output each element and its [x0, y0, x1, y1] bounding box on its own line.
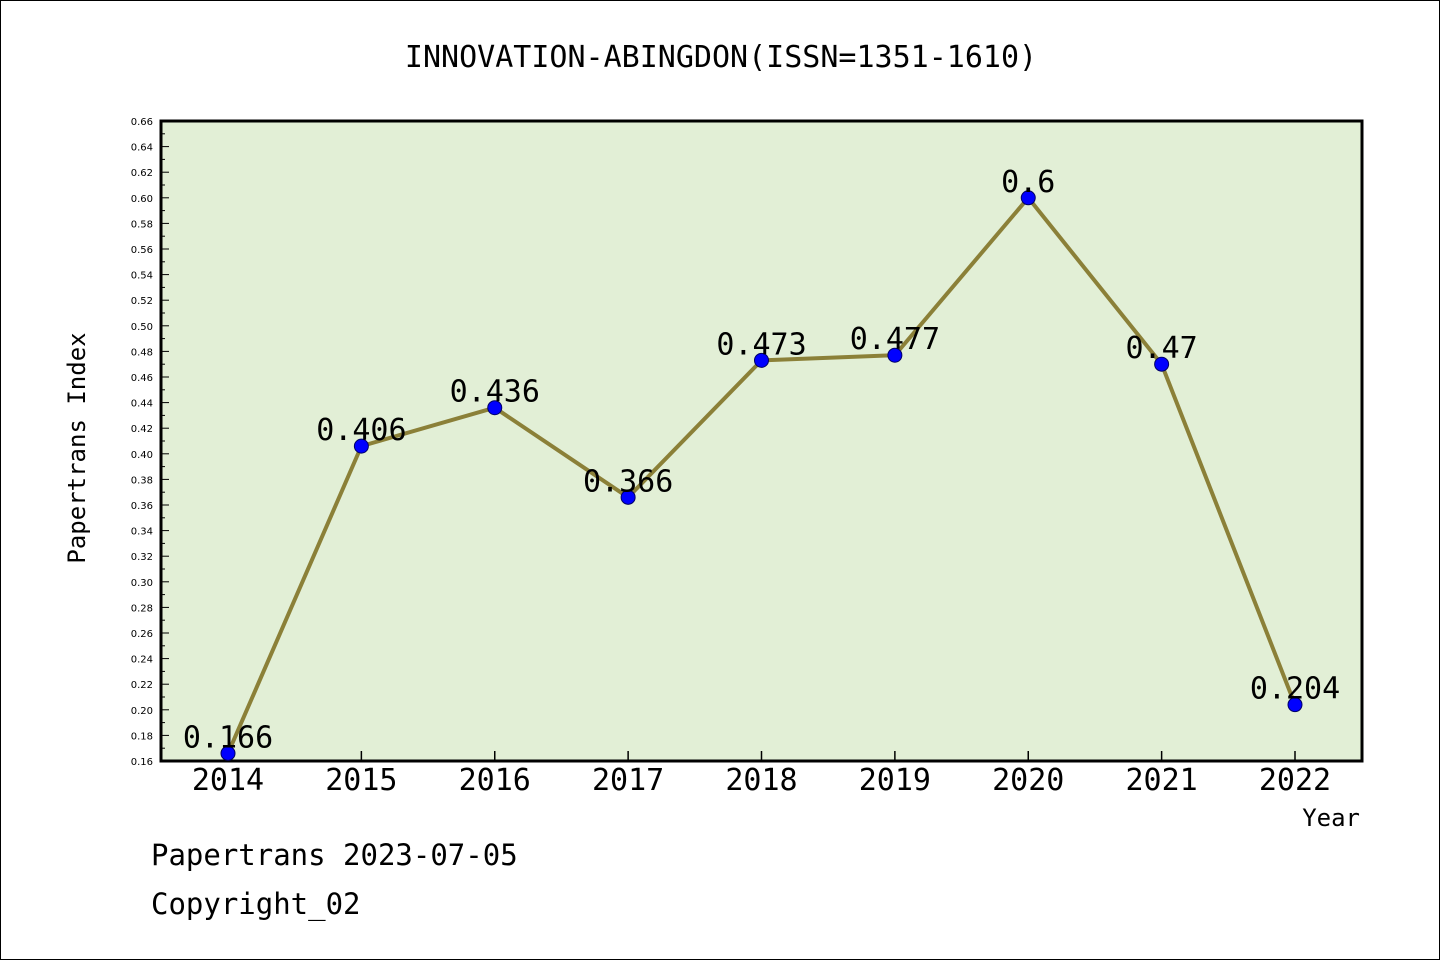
y-tick-label: 0.26	[131, 629, 153, 640]
y-tick-label: 0.28	[131, 603, 153, 614]
x-tick-label: 2016	[459, 763, 531, 798]
y-axis-label: Papertrans Index	[63, 332, 91, 563]
x-tick-label: 2018	[725, 763, 797, 798]
x-tick-label: 2019	[859, 763, 931, 798]
y-tick-label: 0.56	[131, 245, 153, 256]
x-axis-label: Year	[1302, 804, 1360, 832]
y-tick-label: 0.46	[131, 373, 153, 384]
x-tick-label: 2015	[325, 763, 397, 798]
data-point	[1287, 697, 1303, 713]
data-label: 0.477	[850, 322, 940, 357]
series-layer	[220, 190, 1303, 761]
x-axis: 2014 2015 2016 2017 2018 2019 2020 2021 2022	[192, 751, 1331, 798]
x-tick-label: 2017	[592, 763, 664, 798]
y-tick-label: 0.38	[131, 475, 153, 486]
data-point	[220, 745, 236, 761]
chart-title: INNOVATION-ABINGDON(ISSN=1351-1610)	[405, 40, 1037, 75]
data-point	[754, 352, 769, 368]
data-label: 0.436	[450, 375, 540, 410]
y-tick-label: 0.24	[131, 655, 153, 666]
data-point	[1154, 356, 1170, 372]
data-label: 0.473	[716, 327, 806, 362]
y-tick-label: 0.58	[131, 219, 153, 230]
data-point	[353, 438, 369, 454]
y-tick-label: 0.34	[131, 527, 153, 538]
data-label: 0.6	[1001, 165, 1055, 200]
y-tick-label: 0.32	[131, 552, 153, 563]
y-tick-label: 0.44	[131, 399, 153, 410]
y-tick-label: 0.50	[131, 322, 153, 333]
footer-date: Papertrans 2023-07-05	[151, 838, 518, 872]
data-label: 0.204	[1250, 672, 1340, 707]
y-tick-label: 0.36	[131, 501, 153, 512]
data-point	[887, 347, 903, 363]
y-tick-label: 0.22	[131, 680, 153, 691]
y-tick-label: 0.40	[131, 450, 153, 461]
data-point	[1020, 190, 1036, 206]
data-point	[487, 400, 503, 416]
y-tick-label: 0.30	[131, 578, 153, 589]
y-axis: 0.16 0.18 0.20 0.22 0.24 0.26 0.28 0.30 0.32 0.34…	[131, 117, 169, 768]
y-tick-label: 0.64	[131, 143, 153, 154]
y-tick-label: 0.20	[131, 706, 153, 717]
y-tick-label: 0.18	[131, 731, 153, 742]
y-tick-label: 0.62	[131, 168, 153, 179]
y-tick-label: 0.60	[131, 194, 153, 205]
y-tick-label: 0.42	[131, 424, 153, 435]
data-labels: 0.166 0.406 0.436 0.366 0.473 0.477 0.6 0.47 0.2…	[183, 165, 1340, 756]
data-label: 0.406	[316, 413, 406, 448]
x-tick-label: 2020	[992, 763, 1064, 798]
y-tick-label: 0.66	[131, 117, 153, 128]
x-tick-label: 2014	[192, 763, 264, 798]
data-label: 0.366	[583, 464, 673, 499]
data-label: 0.47	[1126, 331, 1198, 366]
footer-copyright: Copyright_02	[151, 887, 361, 922]
data-label: 0.166	[183, 720, 273, 755]
data-point	[620, 489, 636, 505]
y-tick-label: 0.54	[131, 271, 153, 282]
y-tick-label: 0.52	[131, 296, 153, 307]
x-tick-label: 2022	[1259, 763, 1331, 798]
y-tick-label: 0.48	[131, 347, 153, 358]
x-tick-label: 2021	[1126, 763, 1198, 798]
y-tick-label: 0.16	[131, 757, 153, 768]
